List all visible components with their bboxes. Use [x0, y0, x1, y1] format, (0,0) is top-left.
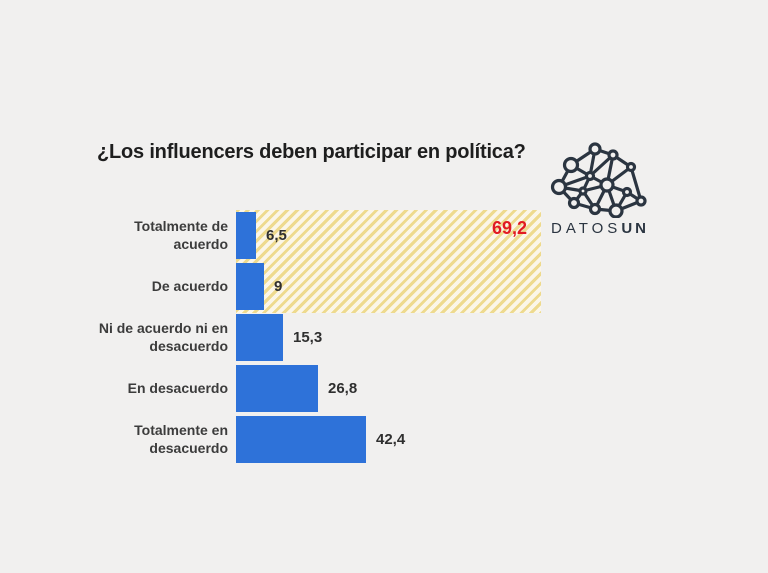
- bar-chart: 69,2 Totalmente de acuerdo 6,5 De acuerdo 9…: [98, 210, 658, 467]
- chart-row: Totalmente de acuerdo 6,5: [98, 212, 658, 259]
- bar-rows: Totalmente de acuerdo 6,5 De acuerdo 9 Ni de…: [98, 212, 658, 463]
- category-label: Totalmente en desacuerdo: [134, 422, 228, 456]
- category-label: Ni de acuerdo ni en desacuerdo: [98, 320, 228, 354]
- network-edges: [557, 147, 643, 213]
- chart-row: En desacuerdo 26,8: [98, 365, 658, 412]
- value-label: 42,4: [376, 431, 406, 448]
- brand-wordmark: DATOSUN: [542, 220, 658, 237]
- category-label: En desacuerdo: [127, 379, 228, 396]
- bar: [236, 416, 366, 463]
- category-label: De acuerdo: [151, 277, 228, 294]
- highlight-value: 69,2: [491, 218, 527, 238]
- bar: [236, 365, 318, 412]
- chart-row: Ni de acuerdo ni en desacuerdo 15,3: [98, 314, 658, 361]
- brand-un: UN: [621, 220, 649, 237]
- highlight-region: 69,2: [236, 210, 541, 313]
- value-label: 6,5: [266, 227, 287, 244]
- value-label: 9: [274, 278, 283, 295]
- network-graph-icon: [550, 142, 647, 218]
- chart-row: De acuerdo 9: [98, 263, 658, 310]
- chart-row: Totalmente en desacuerdo 42,4: [98, 416, 658, 463]
- datosun-logo: DATOSUN: [542, 140, 658, 237]
- value-label: 15,3: [293, 329, 323, 346]
- network-nodes: [550, 142, 647, 218]
- chart-title: ¿Los influencers deben participar en pol…: [97, 141, 526, 163]
- value-label: 26,8: [328, 380, 358, 397]
- bar: [236, 212, 256, 259]
- brand-datos: DATOS: [551, 220, 622, 237]
- bar: [236, 314, 283, 361]
- bar: [236, 263, 264, 310]
- category-label: Totalmente de acuerdo: [134, 218, 228, 252]
